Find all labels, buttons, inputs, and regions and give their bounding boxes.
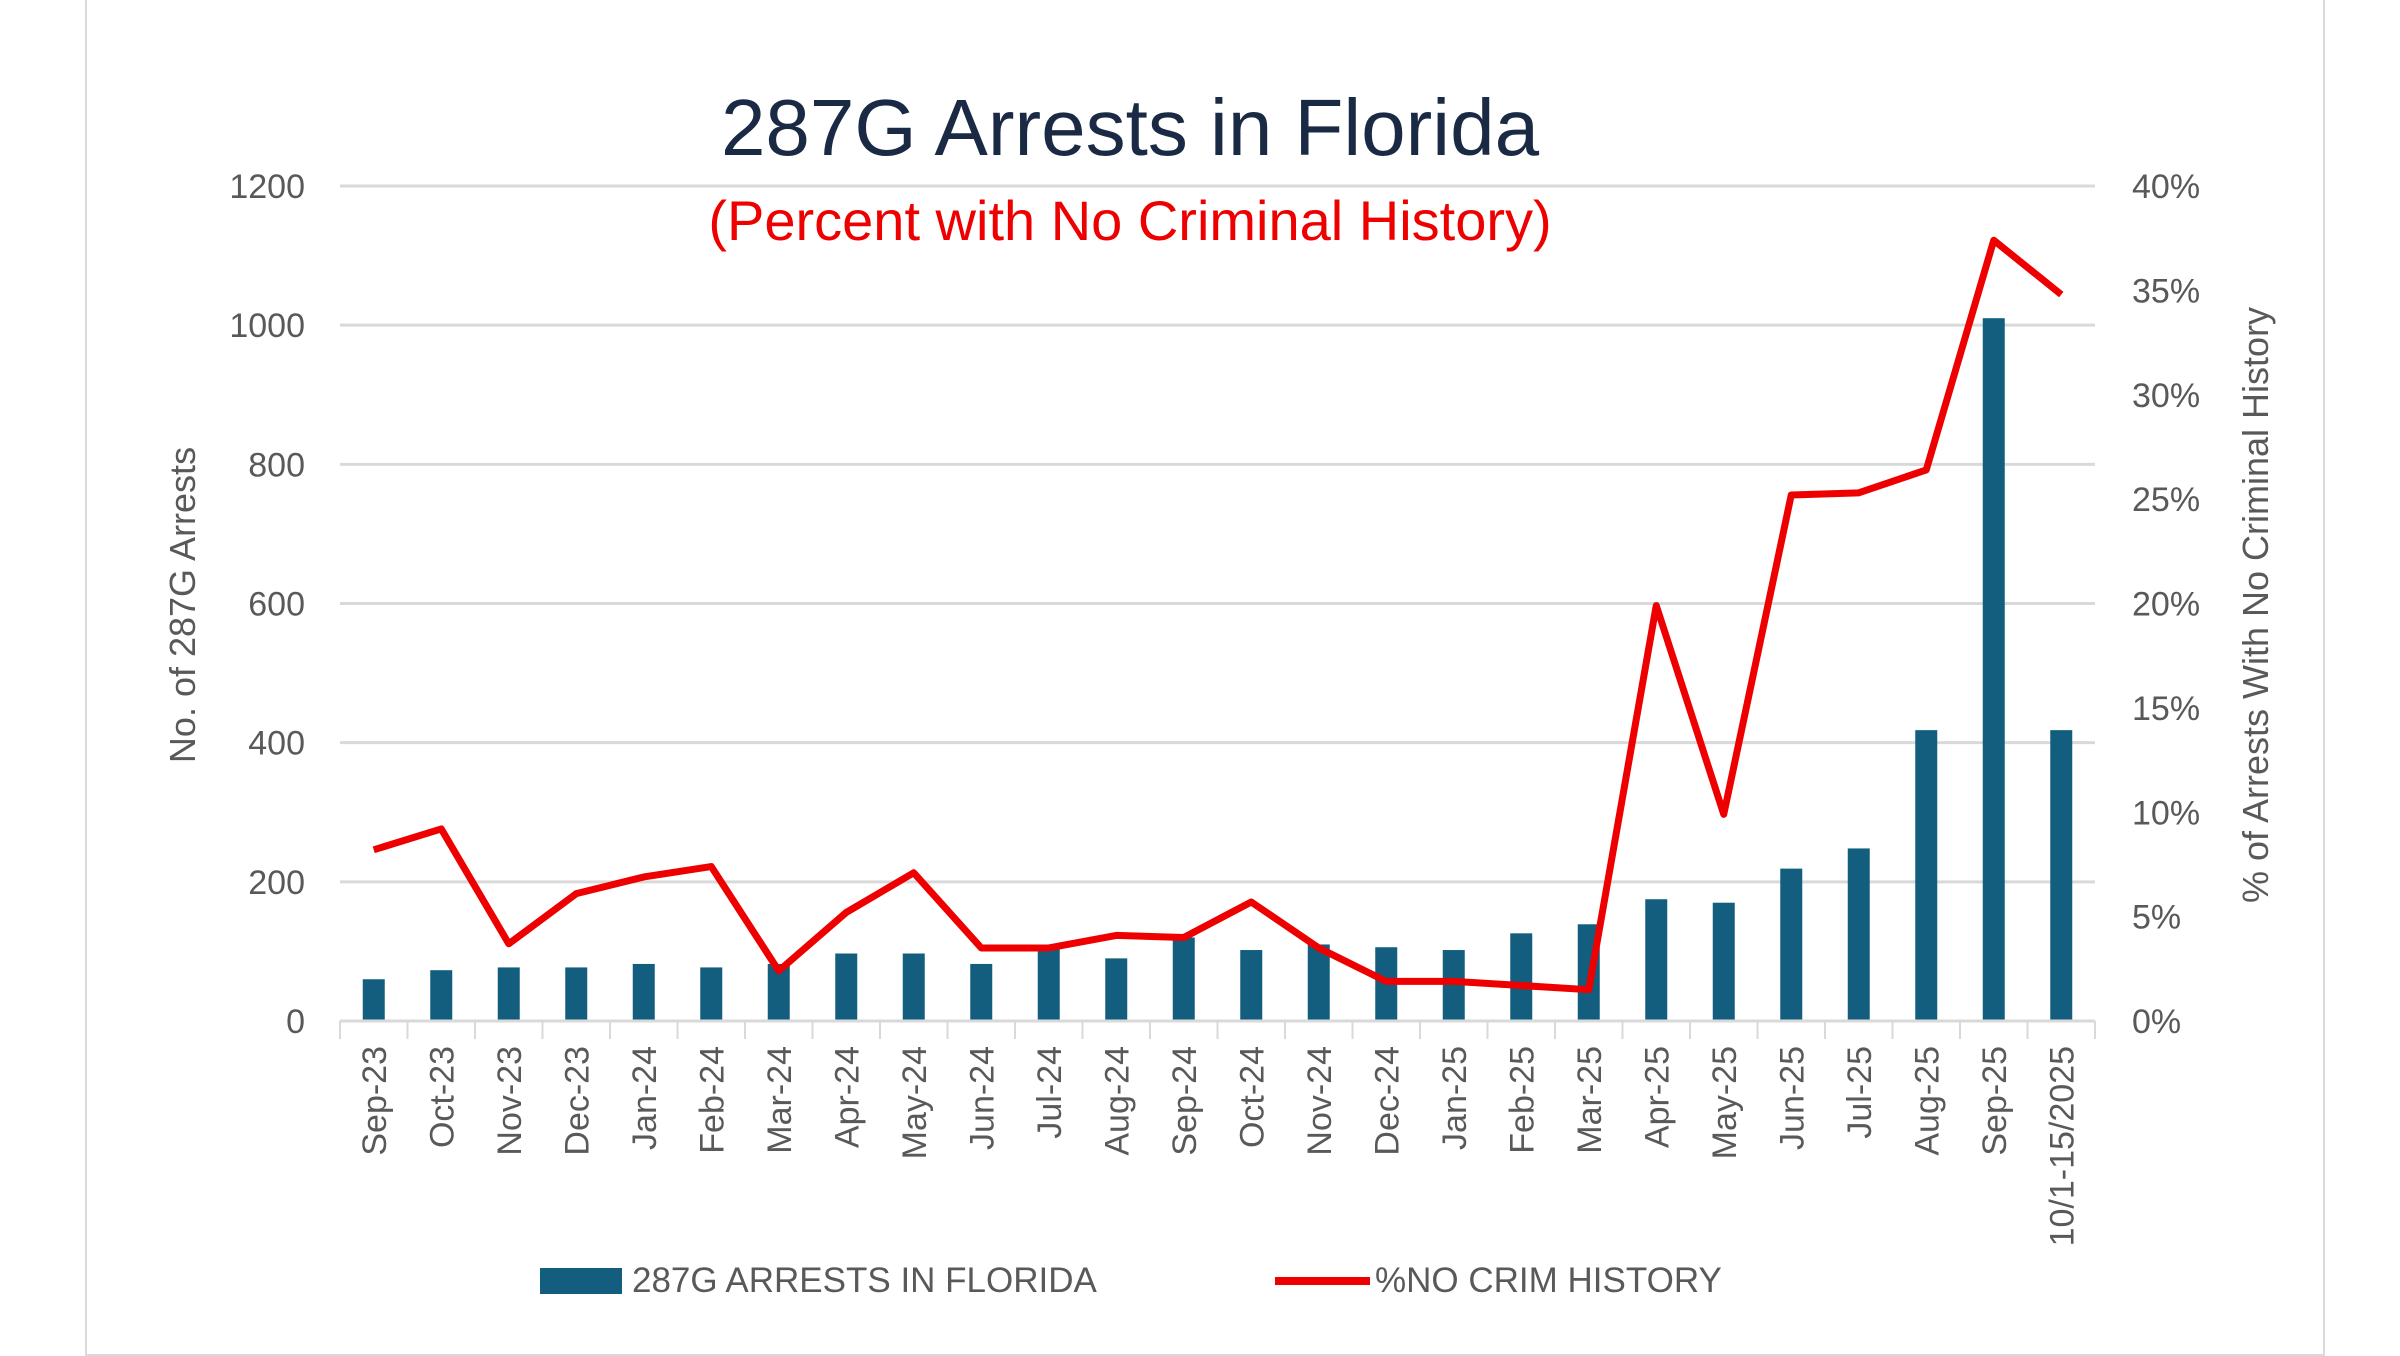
y2-tick-label: 25% — [2132, 481, 2200, 519]
x-tick-label: Jan-24 — [626, 1046, 664, 1150]
bar — [1983, 318, 2005, 1021]
chart-title: 287G Arrests in Florida — [721, 83, 1540, 172]
y2-tick-label: 15% — [2132, 690, 2200, 728]
x-tick-label: Aug-24 — [1098, 1046, 1136, 1156]
y2-tick-label: 20% — [2132, 586, 2200, 624]
x-tick-label: Dec-23 — [558, 1046, 596, 1156]
y2-tick-label: 30% — [2132, 377, 2200, 415]
x-tick-label: Jun-24 — [963, 1046, 1001, 1150]
bar — [970, 964, 992, 1021]
y2-tick-label: 5% — [2132, 899, 2181, 937]
bar — [1105, 958, 1127, 1021]
bar — [430, 970, 452, 1021]
x-tick-label: Aug-25 — [1908, 1046, 1946, 1156]
legend-line-label: %NO CRIM HISTORY — [1375, 1261, 1722, 1300]
bar — [1038, 946, 1060, 1021]
bar — [1173, 938, 1195, 1022]
y2-axis-label: % of Arrests With No Criminal History — [2235, 307, 2276, 903]
bar — [565, 967, 587, 1021]
legend: 287G ARRESTS IN FLORIDA %NO CRIM HISTORY — [540, 1261, 1722, 1300]
bar — [835, 954, 857, 1021]
bar — [363, 979, 385, 1021]
x-tick-label: Nov-24 — [1301, 1046, 1339, 1156]
bar — [1848, 848, 1870, 1021]
x-tick-label: May-25 — [1706, 1046, 1744, 1159]
x-tick-label: Oct-23 — [423, 1046, 461, 1148]
x-tick-label: Nov-23 — [491, 1046, 529, 1156]
x-tick-label: Jan-25 — [1436, 1046, 1474, 1150]
x-tick-label: May-24 — [896, 1046, 934, 1159]
y2-tick-label: 10% — [2132, 794, 2200, 832]
legend-bar-swatch — [540, 1268, 622, 1294]
x-tick-label: Feb-24 — [693, 1046, 731, 1154]
y-tick-label: 1200 — [229, 168, 305, 206]
chart-subtitle: (Percent with No Criminal History) — [708, 189, 1551, 252]
y-tick-label: 0 — [286, 1003, 305, 1041]
x-tick-label: Jun-25 — [1773, 1046, 1811, 1150]
x-tick-label: Mar-24 — [761, 1046, 799, 1154]
bar — [1510, 933, 1532, 1021]
legend-bar-label: 287G ARRESTS IN FLORIDA — [632, 1261, 1098, 1300]
line-series — [374, 240, 2062, 989]
y-tick-label: 400 — [248, 725, 305, 763]
bar — [1645, 899, 1667, 1021]
x-tick-label: 10/1-15/2025 — [2043, 1046, 2081, 1246]
y-axis-label: No. of 287G Arrests — [162, 447, 203, 763]
x-tick-label: Oct-24 — [1233, 1046, 1271, 1148]
bar — [903, 954, 925, 1021]
y-tick-label: 1000 — [229, 307, 305, 345]
bar — [1780, 869, 1802, 1021]
y-tick-label: 600 — [248, 586, 305, 624]
x-tick-label: Mar-25 — [1571, 1046, 1609, 1154]
bar — [700, 967, 722, 1021]
bar — [1443, 950, 1465, 1021]
y2-tick-label: 35% — [2132, 272, 2200, 310]
y2-tick-label: 0% — [2132, 1003, 2181, 1041]
x-tick-label: Jul-24 — [1031, 1046, 1069, 1139]
bar — [1240, 950, 1262, 1021]
bar — [1308, 944, 1330, 1021]
x-tick-label: Jul-25 — [1841, 1046, 1879, 1139]
x-tick-label: Apr-25 — [1638, 1046, 1676, 1148]
x-tick-label: Feb-25 — [1503, 1046, 1541, 1154]
bar — [1713, 903, 1735, 1021]
y-tick-label: 800 — [248, 446, 305, 484]
x-tick-label: Apr-24 — [828, 1046, 866, 1148]
bar — [2050, 730, 2072, 1021]
x-tick-label: Sep-25 — [1976, 1046, 2014, 1156]
bar — [498, 967, 520, 1021]
x-tick-label: Sep-23 — [356, 1046, 394, 1156]
bar — [1915, 730, 1937, 1021]
x-tick-label: Dec-24 — [1368, 1046, 1406, 1156]
bar — [633, 964, 655, 1021]
x-tick-label: Sep-24 — [1166, 1046, 1204, 1156]
y2-tick-label: 40% — [2132, 168, 2200, 206]
y-tick-label: 200 — [248, 864, 305, 902]
